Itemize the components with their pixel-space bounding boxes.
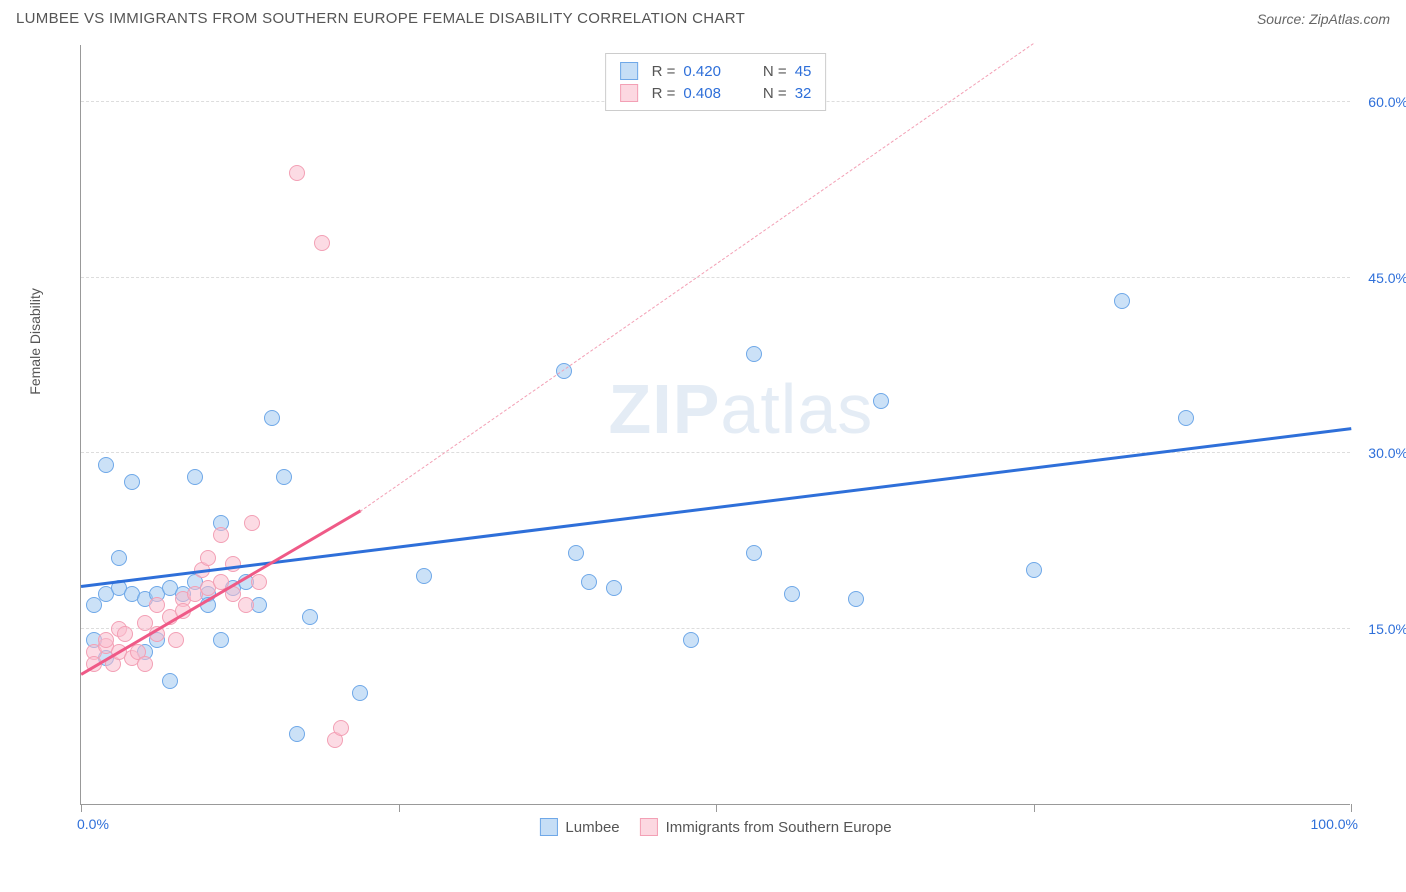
y-tick-label: 15.0% (1356, 621, 1406, 637)
data-point (873, 393, 889, 409)
data-point (238, 597, 254, 613)
data-point (1178, 410, 1194, 426)
correlation-legend: R = 0.420 N = 45 R = 0.408 N = 32 (605, 53, 827, 111)
swatch-pink-icon (640, 818, 658, 836)
data-point (276, 469, 292, 485)
data-point (1114, 293, 1130, 309)
r-label: R = (652, 85, 676, 102)
n-label: N = (763, 85, 787, 102)
gridline (81, 628, 1350, 629)
r-label: R = (652, 63, 676, 80)
series-legend: Lumbee Immigrants from Southern Europe (539, 818, 891, 836)
data-point (416, 568, 432, 584)
swatch-blue-icon (620, 62, 638, 80)
x-tick (81, 804, 82, 812)
plot-area: ZIPatlas R = 0.420 N = 45 R = 0.408 N = … (80, 45, 1350, 805)
legend-label-lumbee: Lumbee (565, 819, 619, 836)
chart-title: LUMBEE VS IMMIGRANTS FROM SOUTHERN EUROP… (16, 10, 745, 27)
data-point (200, 550, 216, 566)
x-tick (1351, 804, 1352, 812)
y-tick-label: 60.0% (1356, 94, 1406, 110)
data-point (333, 720, 349, 736)
data-point (683, 632, 699, 648)
data-point (162, 673, 178, 689)
data-point (289, 726, 305, 742)
data-point (746, 545, 762, 561)
data-point (111, 550, 127, 566)
legend-label-immigrants: Immigrants from Southern Europe (666, 819, 892, 836)
data-point (244, 515, 260, 531)
x-tick (716, 804, 717, 812)
legend-item-immigrants: Immigrants from Southern Europe (640, 818, 892, 836)
data-point (86, 597, 102, 613)
n-label: N = (763, 63, 787, 80)
legend-row-blue: R = 0.420 N = 45 (620, 60, 812, 82)
x-tick (1034, 804, 1035, 812)
x-tick-min: 0.0% (77, 816, 109, 832)
data-point (213, 527, 229, 543)
data-point (251, 574, 267, 590)
chart-source: Source: ZipAtlas.com (1257, 11, 1390, 27)
data-point (187, 469, 203, 485)
y-tick-label: 45.0% (1356, 270, 1406, 286)
n-value-pink: 32 (795, 85, 812, 102)
swatch-blue-icon (539, 818, 557, 836)
data-point (581, 574, 597, 590)
data-point (352, 685, 368, 701)
swatch-pink-icon (620, 84, 638, 102)
r-value-pink: 0.408 (683, 85, 721, 102)
gridline (81, 277, 1350, 278)
r-value-blue: 0.420 (683, 63, 721, 80)
data-point (213, 632, 229, 648)
data-point (784, 586, 800, 602)
data-point (314, 235, 330, 251)
data-point (124, 474, 140, 490)
data-point (746, 346, 762, 362)
watermark: ZIPatlas (608, 369, 873, 449)
watermark-rest: atlas (720, 370, 873, 448)
n-value-blue: 45 (795, 63, 812, 80)
data-point (168, 632, 184, 648)
legend-row-pink: R = 0.408 N = 32 (620, 82, 812, 104)
data-point (606, 580, 622, 596)
x-tick (399, 804, 400, 812)
chart-header: LUMBEE VS IMMIGRANTS FROM SOUTHERN EUROP… (0, 0, 1406, 27)
data-point (289, 165, 305, 181)
legend-item-lumbee: Lumbee (539, 818, 619, 836)
data-point (1026, 562, 1042, 578)
data-point (98, 457, 114, 473)
data-point (848, 591, 864, 607)
data-point (264, 410, 280, 426)
watermark-bold: ZIP (608, 370, 720, 448)
data-point (137, 656, 153, 672)
data-point (568, 545, 584, 561)
x-tick-max: 100.0% (1311, 816, 1358, 832)
data-point (302, 609, 318, 625)
chart-container: Female Disability ZIPatlas R = 0.420 N =… (50, 45, 1390, 835)
y-axis-label: Female Disability (27, 288, 43, 395)
y-tick-label: 30.0% (1356, 445, 1406, 461)
data-point (117, 626, 133, 642)
